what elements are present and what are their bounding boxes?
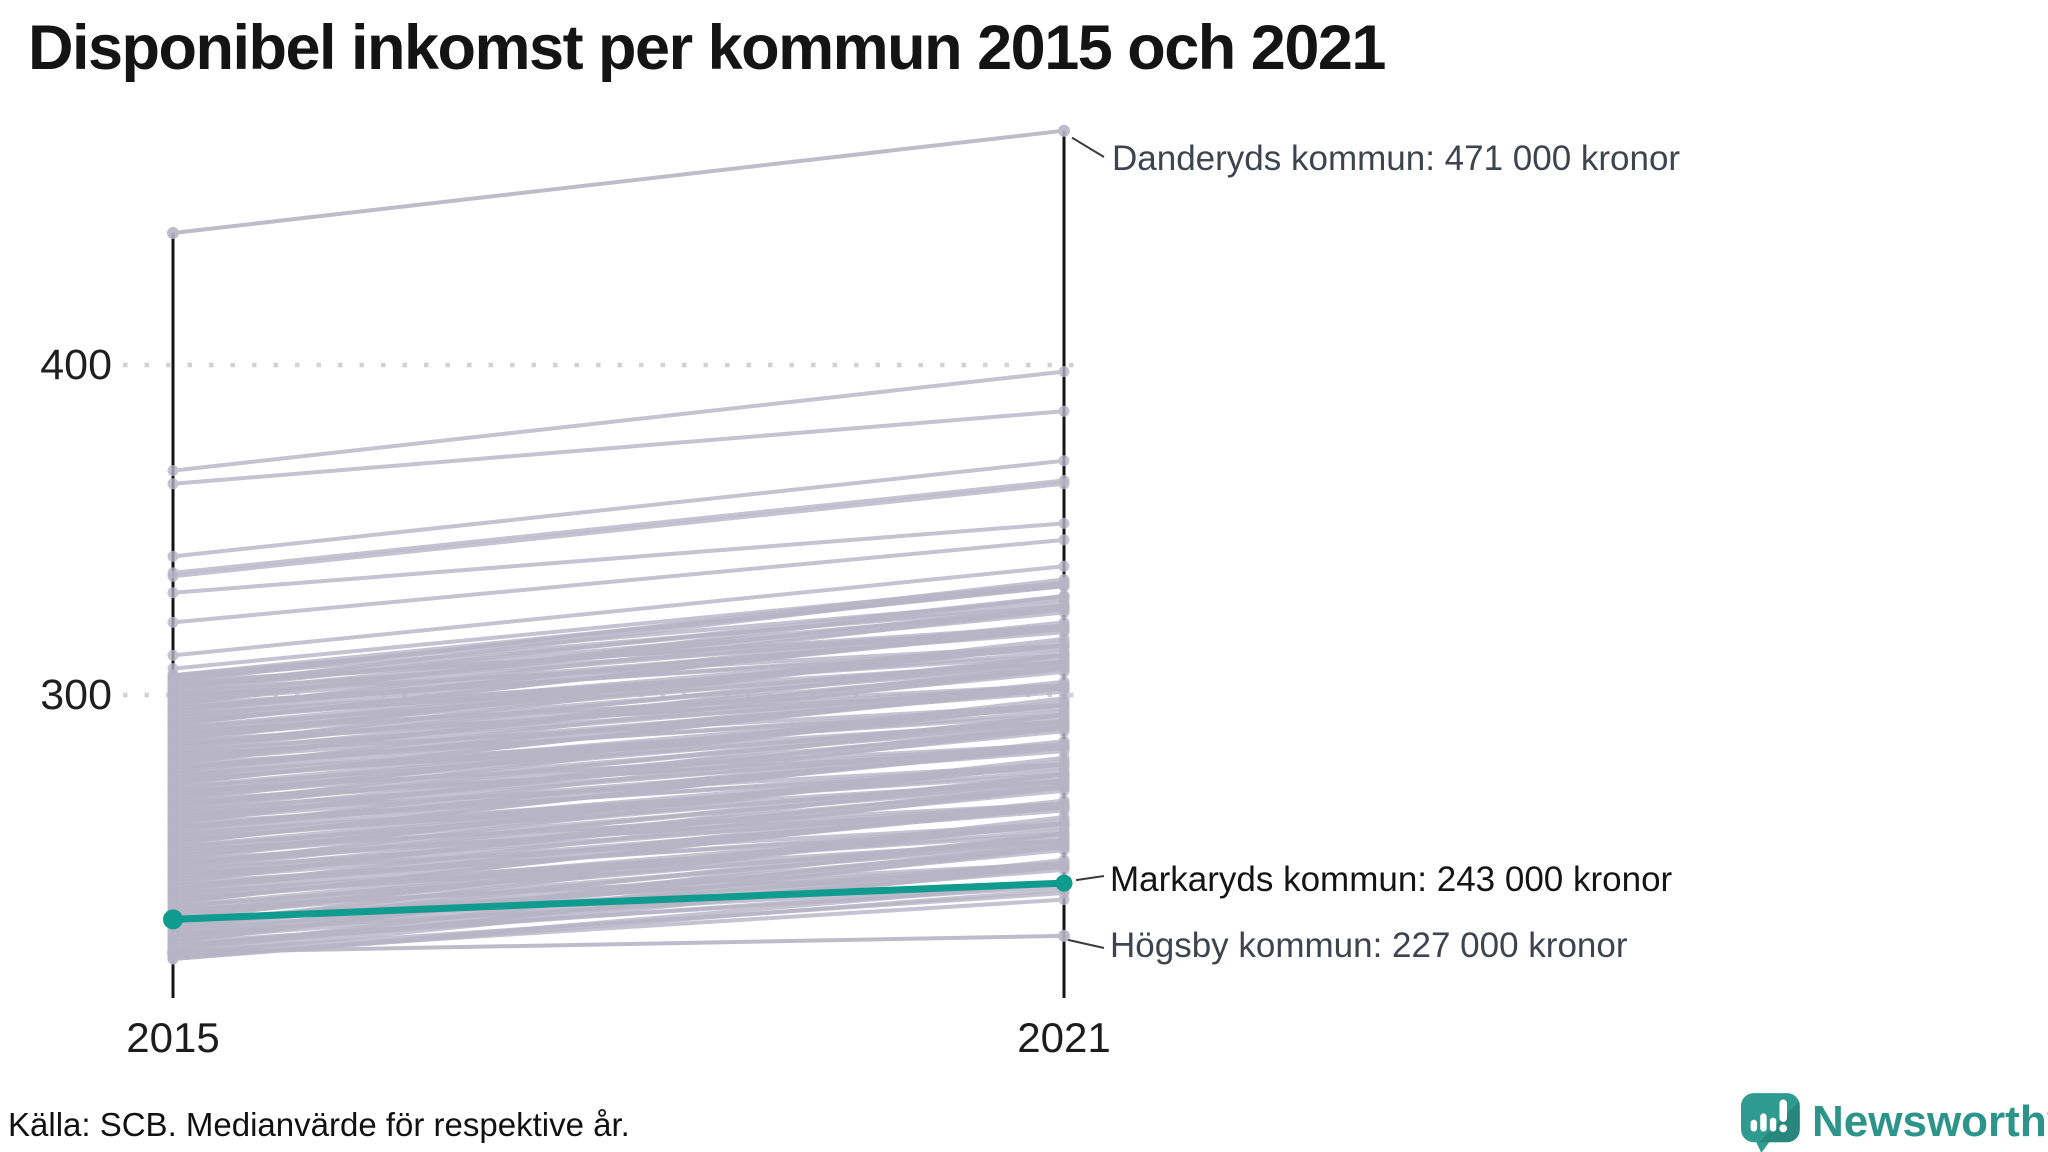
y-axis-tick-300: 300	[40, 671, 112, 719]
slope-line-highlight	[163, 874, 1073, 930]
slope-line-named	[167, 124, 1070, 239]
annotation-markaryd: Markaryds kommun: 243 000 kronor	[1110, 860, 1673, 899]
newsworthy-logo-icon	[1741, 1093, 1800, 1152]
chart-title: Disponibel inkomst per kommun 2015 och 2…	[28, 13, 1386, 83]
annotation-hogsby: Högsby kommun: 227 000 kronor	[1110, 926, 1628, 965]
connector-markaryd	[1075, 875, 1105, 882]
slope-line	[167, 560, 1070, 661]
slope-line	[167, 534, 1070, 628]
slope-line	[167, 455, 1070, 562]
slope-line	[167, 478, 1070, 582]
slope-line-named	[167, 929, 1070, 959]
annotation-danderyd: Danderyds kommun: 471 000 kronor	[1112, 139, 1681, 178]
source-note: Källa: SCB. Medianvärde för respektive å…	[8, 1106, 630, 1143]
slope-line	[167, 517, 1070, 599]
slope-line	[167, 405, 1070, 490]
x-axis-label-2015: 2015	[126, 1014, 220, 1061]
y-axis-tick-400: 400	[40, 341, 112, 389]
connector-hogsby	[1067, 938, 1105, 949]
slope-line	[167, 366, 1070, 477]
newsworthy-logo-text: Newsworthy	[1812, 1097, 2048, 1146]
x-axis-label-2021: 2021	[1017, 1014, 1111, 1061]
connector-danderyd	[1071, 136, 1105, 158]
